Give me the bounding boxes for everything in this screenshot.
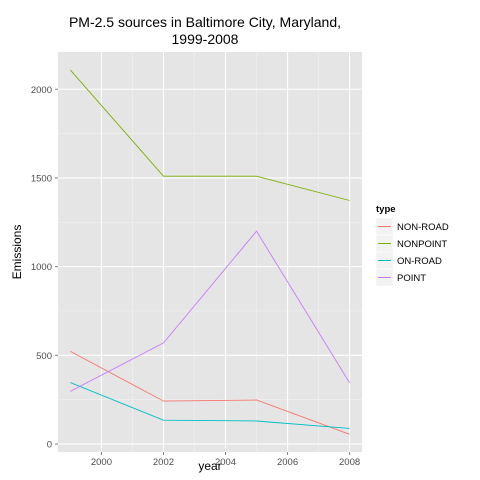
chart-title-line-1: PM-2.5 sources in Baltimore City, Maryla… [69, 14, 341, 30]
y-axis: 0 500 1000 1500 2000 [31, 85, 58, 451]
x-tick-label: 2000 [91, 457, 112, 468]
legend-label: NON-ROAD [397, 222, 449, 233]
plot-panel [58, 52, 362, 452]
chart-title-line-2: 1999-2008 [172, 31, 239, 47]
x-tick-label: 2002 [153, 457, 174, 468]
series-line-non-road [70, 351, 350, 435]
series-lines [70, 69, 350, 435]
y-axis-title: Emissions [10, 225, 24, 280]
y-tick-label: 1500 [31, 173, 52, 184]
y-tick-label: 1000 [31, 262, 52, 273]
y-tick-label: 0 [47, 440, 52, 451]
legend-label: ON-ROAD [397, 256, 442, 267]
x-tick-label: 2008 [339, 457, 360, 468]
legend-title: type [376, 204, 396, 215]
x-axis: 2000 2002 2004 2006 2008 [91, 452, 360, 468]
grid-minor [58, 52, 362, 452]
y-tick-label: 2000 [31, 85, 52, 96]
x-axis-title: year [198, 459, 221, 473]
x-tick-label: 2004 [215, 457, 236, 468]
x-tick-label: 2006 [277, 457, 298, 468]
series-line-on-road [70, 382, 350, 429]
legend-label: POINT [397, 273, 426, 284]
series-line-point [70, 230, 350, 392]
y-tick-label: 500 [36, 351, 52, 362]
series-line-nonpoint [70, 69, 350, 201]
legend: type NON-ROAD NONPOINT ON-ROAD POINT [375, 204, 449, 287]
grid-major [58, 52, 362, 452]
legend-label: NONPOINT [397, 239, 447, 250]
